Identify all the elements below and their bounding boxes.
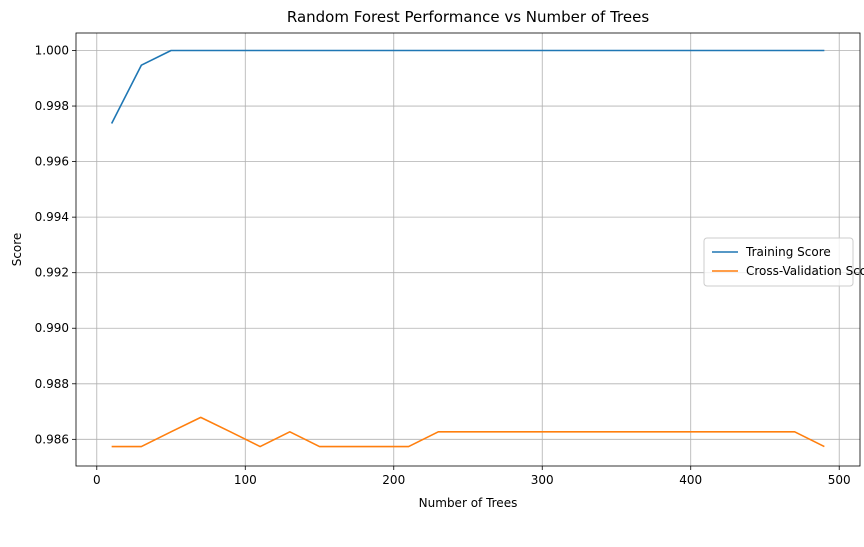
legend-box — [703, 237, 854, 287]
series-line-1 — [110, 49, 825, 124]
plot-frame — [75, 32, 861, 467]
x-tick-label: 200 — [382, 473, 405, 487]
x-tick-label: 500 — [828, 473, 851, 487]
y-tick-label: 0.994 — [35, 210, 69, 224]
x-tick-label: 100 — [234, 473, 257, 487]
y-tick-label: 0.992 — [35, 266, 69, 280]
y-tick-label: 1.000 — [35, 43, 69, 57]
x-tick-label: 400 — [679, 473, 702, 487]
x-axis-label: Number of Trees — [419, 496, 518, 510]
axis-ticks: 0 100 200 300 400 500 0.986 0.988 0.990 0.992 0.99… — [35, 43, 851, 487]
y-axis-label: Score — [10, 233, 24, 267]
series-line-2 — [111, 416, 825, 448]
x-tick-label: 0 — [93, 473, 101, 487]
y-tick-label: 0.986 — [35, 432, 69, 446]
y-tick-label: 0.998 — [35, 99, 69, 113]
y-tick-label: 0.990 — [35, 321, 69, 335]
legend-label-1: Training Score — [745, 245, 831, 259]
legend-label-2: Cross-Validation Score — [746, 264, 864, 278]
legend: Training Score Cross-Validation Score — [703, 237, 864, 287]
y-tick-label: 0.996 — [35, 155, 69, 169]
y-tick-label: 0.988 — [35, 377, 69, 391]
x-tick-label: 300 — [531, 473, 554, 487]
series-layer — [110, 49, 825, 448]
chart-title: Random Forest Performance vs Number of T… — [287, 8, 649, 26]
